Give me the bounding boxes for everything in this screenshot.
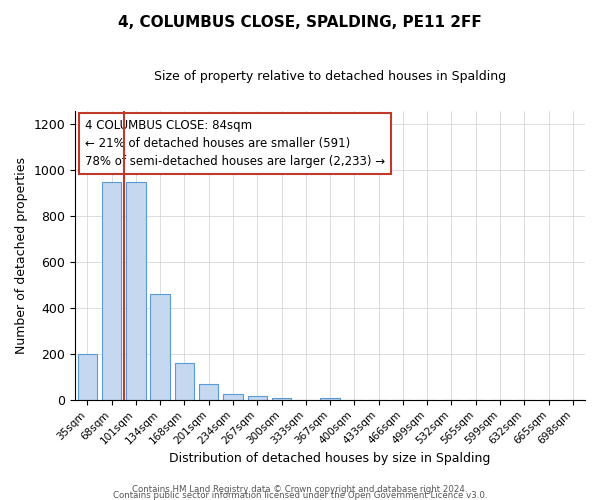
Bar: [151, 294, 170, 400]
Bar: [199, 384, 218, 400]
Text: 4 COLUMBUS CLOSE: 84sqm
← 21% of detached houses are smaller (591)
78% of semi-d: 4 COLUMBUS CLOSE: 84sqm ← 21% of detache…: [85, 119, 385, 168]
Text: 4, COLUMBUS CLOSE, SPALDING, PE11 2FF: 4, COLUMBUS CLOSE, SPALDING, PE11 2FF: [118, 15, 482, 30]
Bar: [320, 398, 340, 400]
Bar: [223, 394, 242, 400]
Text: Contains public sector information licensed under the Open Government Licence v3: Contains public sector information licen…: [113, 490, 487, 500]
X-axis label: Distribution of detached houses by size in Spalding: Distribution of detached houses by size …: [169, 452, 491, 465]
Text: Contains HM Land Registry data © Crown copyright and database right 2024.: Contains HM Land Registry data © Crown c…: [132, 484, 468, 494]
Bar: [175, 363, 194, 400]
Y-axis label: Number of detached properties: Number of detached properties: [15, 156, 28, 354]
Bar: [102, 182, 121, 400]
Bar: [272, 398, 291, 400]
Bar: [77, 354, 97, 400]
Bar: [248, 396, 267, 400]
Bar: [126, 182, 146, 400]
Title: Size of property relative to detached houses in Spalding: Size of property relative to detached ho…: [154, 70, 506, 83]
